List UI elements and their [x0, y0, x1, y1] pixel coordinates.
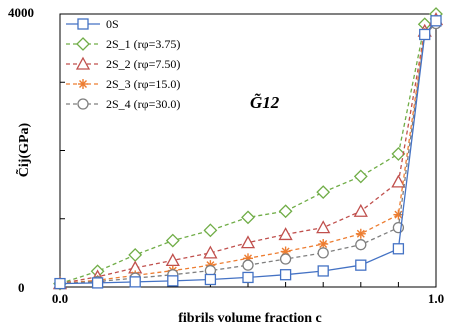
series-1 — [53, 7, 443, 291]
y-axis-title: C̃ij(GPa) — [15, 122, 32, 177]
data-point — [317, 265, 329, 277]
data-point — [204, 273, 217, 286]
data-point — [316, 220, 331, 234]
x-tick-label: 0.0 — [52, 291, 68, 306]
data-point — [242, 259, 254, 271]
data-point — [279, 269, 292, 281]
data-point — [203, 245, 218, 259]
legend-label: 2S_4 (rφ=30.0) — [106, 97, 180, 111]
legend-item: 2S_2 (rφ=7.50) — [66, 56, 180, 71]
data-point — [129, 276, 141, 288]
legend: 0S 2S_1 (rφ=3.75) 2S_2 (rφ=7.50) 2S_3 (rφ=1… — [66, 17, 180, 111]
data-point — [278, 227, 293, 241]
y-tick-label: 0 — [18, 280, 25, 295]
data-point — [419, 28, 431, 41]
legend-item: 2S_3 (rφ=15.0) — [66, 77, 180, 91]
data-point — [391, 146, 406, 161]
series-layer — [52, 7, 444, 291]
data-point — [91, 277, 104, 289]
data-point — [241, 210, 255, 225]
legend-marker — [77, 98, 89, 110]
data-point — [278, 204, 293, 219]
data-point — [391, 174, 406, 188]
data-point — [167, 275, 179, 287]
data-point — [279, 253, 292, 265]
legend-item: 0S — [66, 17, 119, 31]
data-point — [355, 228, 366, 239]
data-point — [355, 259, 367, 271]
series-2 — [52, 12, 444, 290]
axes: 0.0 1.0 0 4000 — [8, 5, 444, 306]
legend-marker — [76, 37, 90, 51]
series-0 — [54, 15, 442, 290]
data-point — [240, 235, 256, 249]
legend-label: 2S_1 (rφ=3.75) — [106, 37, 180, 51]
legend-label: 2S_2 (rφ=7.50) — [106, 57, 180, 71]
annotation-label: G̃12 — [250, 93, 280, 112]
data-point — [317, 247, 329, 259]
legend-label: 0S — [106, 17, 119, 31]
x-tick-label: 1.0 — [428, 291, 444, 306]
data-point — [54, 277, 66, 290]
series-line — [59, 20, 437, 285]
data-point — [165, 233, 180, 248]
data-point — [353, 203, 368, 217]
data-point — [392, 243, 405, 255]
data-point — [203, 223, 218, 238]
data-point — [393, 209, 404, 220]
series-line — [59, 13, 437, 285]
x-axis-title: fibrils volume fraction c — [178, 311, 321, 326]
data-point — [430, 15, 442, 27]
legend-marker — [77, 18, 89, 30]
data-point — [353, 169, 368, 184]
series-line — [59, 19, 437, 285]
data-point — [165, 253, 180, 267]
legend-marker — [75, 56, 91, 70]
data-point — [316, 185, 331, 200]
legend-item: 2S_1 (rφ=3.75) — [66, 37, 180, 51]
legend-item: 2S_4 (rφ=30.0) — [66, 97, 180, 111]
data-point — [242, 271, 254, 284]
legend-label: 2S_3 (rφ=15.0) — [106, 77, 180, 91]
legend-marker — [78, 79, 88, 89]
y-tick-label: 4000 — [8, 5, 34, 20]
series-line — [59, 21, 437, 285]
data-point — [128, 248, 143, 262]
data-point — [355, 239, 367, 251]
